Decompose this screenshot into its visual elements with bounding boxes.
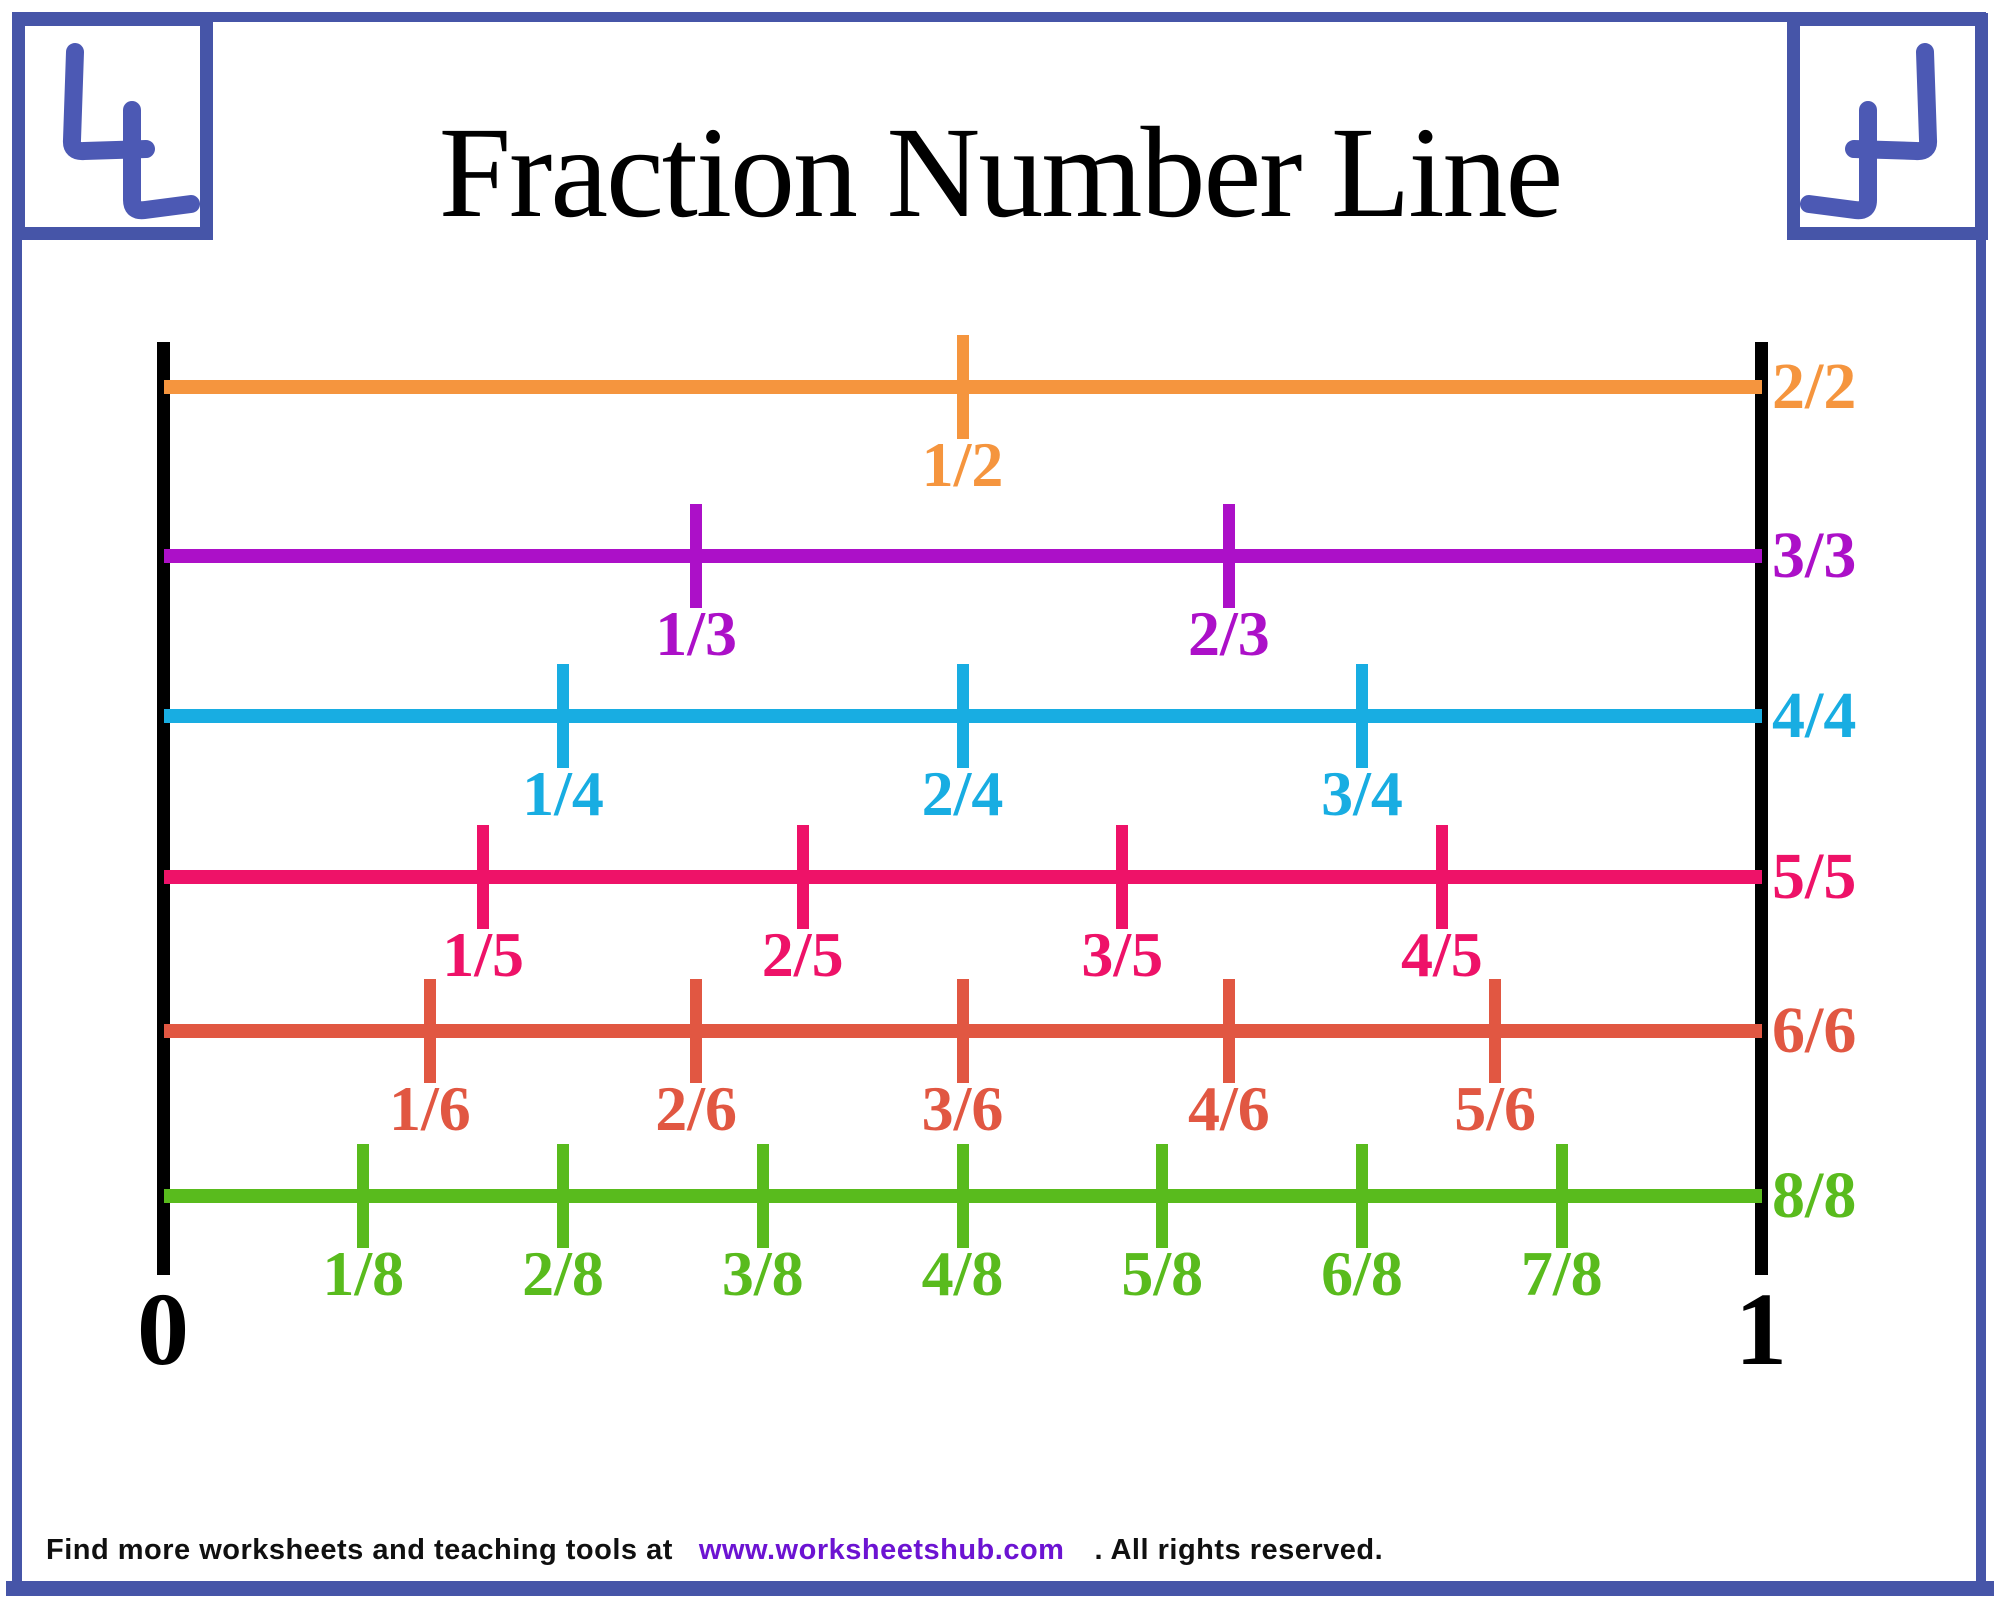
fraction-label-3-4: 3/4: [1321, 758, 1403, 829]
fraction-label-3-6: 3/6: [921, 1073, 1004, 1144]
right-label-4-4: 4/4: [1772, 679, 1857, 752]
tick-2-8: [557, 1144, 569, 1248]
tick-3-4: [1356, 664, 1368, 768]
fraction-label-4-5: 4/5: [1401, 919, 1483, 990]
fraction-label-2-3: 2/3: [1187, 598, 1270, 669]
tick-6-8: [1356, 1144, 1368, 1248]
tick-2-3: [1222, 504, 1235, 608]
fraction-label-4-6: 4/6: [1187, 1073, 1270, 1144]
one-label: 1: [1735, 1272, 1787, 1387]
tick-3-8: [756, 1144, 769, 1248]
footer-text-after: . All rights reserved.: [1094, 1534, 1384, 1566]
tick-3-6: [956, 979, 969, 1083]
fraction-label-1-6: 1/6: [388, 1073, 471, 1144]
fraction-label-1-3: 1/3: [655, 598, 738, 669]
fraction-label-1-2: 1/2: [921, 429, 1004, 500]
fraction-label-2-4: 2/4: [921, 758, 1004, 829]
footer-website-link[interactable]: www.worksheetshub.com: [698, 1534, 1065, 1566]
zero-label: 0: [137, 1272, 189, 1387]
tick-1-6: [423, 979, 436, 1083]
page-border-bottom-bar: [6, 1581, 1994, 1596]
number-line-5ths: [163, 870, 1762, 884]
fraction-label-2-8: 2/8: [522, 1238, 604, 1309]
tick-2-6: [690, 979, 703, 1083]
tick-3-5: [1116, 825, 1129, 929]
tick-5-6: [1489, 979, 1502, 1083]
tick-1-4: [557, 664, 569, 768]
left-end-axis: [157, 342, 170, 1275]
fraction-label-2-5: 2/5: [761, 919, 844, 990]
footer: Find more worksheets and teaching tools …: [46, 1534, 1383, 1567]
tick-4-5: [1435, 825, 1448, 929]
right-label-6-6: 6/6: [1772, 994, 1857, 1067]
tick-4-6: [1222, 979, 1235, 1083]
right-label-5-5: 5/5: [1772, 840, 1857, 913]
handwritten-four-mirrored-icon: [1800, 43, 1938, 220]
right-label-8-8: 8/8: [1772, 1159, 1857, 1232]
fraction-label-1-4: 1/4: [522, 758, 604, 829]
fraction-label-3-8: 3/8: [721, 1238, 804, 1309]
fraction-label-7-8: 7/8: [1520, 1238, 1603, 1309]
fraction-label-1-5: 1/5: [442, 919, 524, 990]
right-label-2-2: 2/2: [1772, 350, 1857, 423]
right-label-3-3: 3/3: [1772, 519, 1857, 592]
tick-2-5: [796, 825, 809, 929]
fraction-label-5-6: 5/6: [1454, 1073, 1537, 1144]
fraction-label-5-8: 5/8: [1121, 1238, 1204, 1309]
tick-7-8: [1555, 1144, 1568, 1248]
footer-text-before: Find more worksheets and teaching tools …: [46, 1534, 673, 1566]
tick-1-5: [477, 825, 490, 929]
handwritten-four-icon: [62, 43, 200, 220]
tick-1-3: [690, 504, 703, 608]
tick-1-2: [956, 335, 969, 439]
tick-2-4: [956, 664, 969, 768]
right-end-axis: [1755, 342, 1768, 1275]
tick-4-8: [956, 1144, 969, 1248]
page-title: Fraction Number Line: [438, 101, 1563, 246]
fraction-label-2-6: 2/6: [655, 1073, 738, 1144]
number-line-3ths: [163, 549, 1762, 563]
fraction-label-6-8: 6/8: [1321, 1238, 1403, 1309]
fraction-label-4-8: 4/8: [921, 1238, 1004, 1309]
tick-5-8: [1156, 1144, 1169, 1248]
tick-1-8: [357, 1144, 370, 1248]
fraction-label-3-5: 3/5: [1081, 919, 1164, 990]
worksheetshub-logo-left: [12, 13, 213, 240]
fraction-label-1-8: 1/8: [322, 1238, 405, 1309]
worksheetshub-logo-right: [1787, 13, 1988, 240]
